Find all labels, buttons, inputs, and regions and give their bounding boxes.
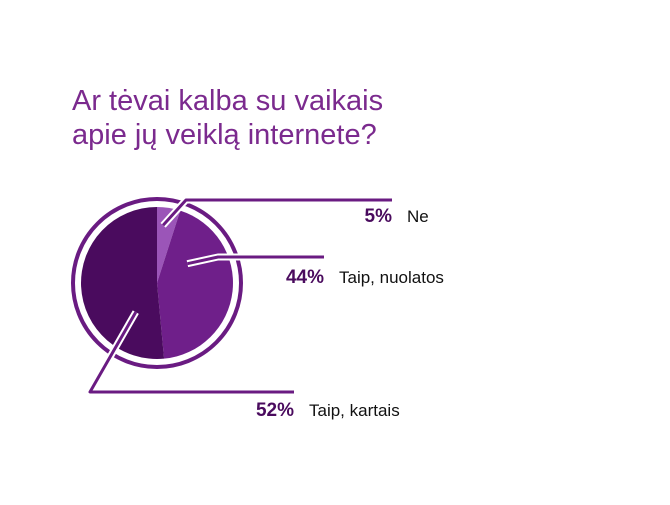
pie-slice-taip-kartais (81, 207, 165, 359)
leader-line-2 (88, 311, 294, 394)
chart-title-line-2: apie jų veiklą internete? (72, 119, 377, 151)
slice-percent-taip-kartais: 52% (256, 400, 294, 421)
slice-label-ne: Ne (407, 207, 429, 226)
chart-title: Ar tėvai kalba su vaikais apie jų veiklą… (72, 84, 592, 152)
chart-title-line-1: Ar tėvai kalba su vaikais (72, 85, 384, 117)
pie-slices (81, 207, 233, 359)
pie-slice-ne (157, 207, 181, 283)
pie-outer-ring (71, 197, 243, 369)
leader-line-0 (161, 198, 392, 227)
slice-percent-ne: 5% (365, 206, 393, 227)
slice-label-taip-nuolatos: Taip, nuolatos (339, 268, 444, 287)
leader-lines (86, 196, 392, 396)
leader-line-1 (187, 255, 324, 266)
slice-label-taip-kartais: Taip, kartais (309, 401, 400, 420)
pie-slice-taip-nuolatos (157, 210, 233, 359)
slice-percent-taip-nuolatos: 44% (286, 267, 324, 288)
